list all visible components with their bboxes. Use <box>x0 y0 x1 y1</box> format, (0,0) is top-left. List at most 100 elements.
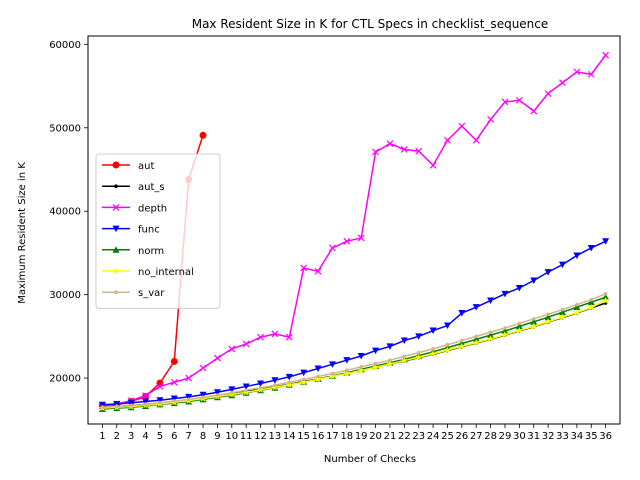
point-func-33 <box>558 261 566 269</box>
y-axis: 20000 30000 40000 50000 60000 <box>49 40 88 385</box>
point-s_var-3 <box>129 403 133 408</box>
point-depth-4 <box>142 392 149 400</box>
point-depth-10 <box>228 345 236 353</box>
point-func-23 <box>415 333 423 340</box>
legend-box <box>95 153 221 309</box>
x-tick-label: 21 <box>384 431 397 442</box>
x-tick-label: 2 <box>114 431 120 442</box>
point-s_var-31 <box>531 317 536 321</box>
point-depth-30 <box>515 96 523 104</box>
point-norm-29 <box>501 327 509 334</box>
x-tick-label: 29 <box>499 431 512 442</box>
point-func-16 <box>314 365 322 373</box>
x-tick-label: 18 <box>340 431 353 442</box>
y-axis-label: Maximum Resident Size in K <box>17 162 28 304</box>
x-tick-label: 23 <box>412 431 425 442</box>
chart-title: Max Resident Size in K for CTL Specs in … <box>192 17 549 31</box>
x-tick-label: 27 <box>470 431 483 442</box>
point-s_var-21 <box>388 358 392 362</box>
x-tick-label: 22 <box>398 431 411 442</box>
x-tick-label: 33 <box>556 431 569 442</box>
point-depth-35 <box>587 70 595 78</box>
point-s_var-4 <box>143 402 148 407</box>
point-func-15 <box>300 369 308 377</box>
point-s_var-10 <box>229 390 234 395</box>
point-func-10 <box>228 386 236 393</box>
point-norm-30 <box>515 322 523 330</box>
point-func-31 <box>530 277 538 284</box>
point-depth-24 <box>429 161 437 169</box>
x-axis-label: Number of Checks <box>324 454 416 465</box>
x-tick-label: 7 <box>185 431 191 442</box>
point-s_var-2 <box>114 404 119 409</box>
point-s_var-36 <box>603 292 608 296</box>
point-s_var-9 <box>215 393 220 398</box>
legend-item-no_internal: no_internal <box>102 267 194 278</box>
point-depth-33 <box>559 79 566 87</box>
point-s_var-17 <box>330 371 335 376</box>
legend-marker <box>114 184 118 188</box>
x-tick-label: 8 <box>200 431 206 442</box>
series-layer <box>98 51 610 412</box>
point-no_internal-31 <box>530 322 538 330</box>
point-norm-35 <box>587 298 595 306</box>
point-s_var-16 <box>316 374 320 379</box>
point-depth-19 <box>357 234 365 242</box>
point-func-29 <box>501 290 509 298</box>
x-tick-label: 5 <box>157 431 163 442</box>
x-tick-label: 17 <box>326 431 339 442</box>
line-norm <box>102 296 606 410</box>
legend-label: norm <box>138 246 164 257</box>
point-s_var-5 <box>158 400 162 405</box>
point-func-17 <box>328 361 336 368</box>
point-depth-34 <box>573 68 581 76</box>
point-no_internal-21 <box>386 360 394 367</box>
point-func-25 <box>443 322 451 330</box>
point-func-24 <box>429 327 437 335</box>
point-func-11 <box>242 383 250 390</box>
point-func-12 <box>257 380 265 388</box>
point-norm-27 <box>472 335 480 343</box>
x-tick-label: 6 <box>171 431 177 442</box>
point-no_internal-26 <box>458 342 466 350</box>
x-tick-label: 3 <box>128 431 134 442</box>
point-no_internal-24 <box>429 350 437 357</box>
point-func-13 <box>271 377 279 384</box>
point-s_var-23 <box>416 350 421 355</box>
legend-item-norm: norm <box>102 246 164 257</box>
x-tick-label: 16 <box>312 431 325 442</box>
legend-item-aut: aut <box>102 161 154 172</box>
point-s_var-24 <box>431 347 435 351</box>
point-s_var-34 <box>575 302 579 307</box>
point-s_var-32 <box>546 312 550 317</box>
point-no_internal-20 <box>372 363 379 371</box>
point-no_internal-16 <box>314 375 322 383</box>
point-no_internal-29 <box>501 331 509 338</box>
x-tick-label: 19 <box>355 431 368 442</box>
x-tick-label: 1 <box>99 431 105 442</box>
point-s_var-19 <box>359 365 363 369</box>
point-aut-8 <box>199 131 207 139</box>
y-tick-label: 60000 <box>49 40 81 51</box>
point-func-21 <box>386 343 394 350</box>
x-tick-label: 32 <box>542 431 555 442</box>
point-s_var-28 <box>488 330 493 335</box>
point-norm-33 <box>558 308 566 316</box>
point-s_var-29 <box>503 326 507 330</box>
point-s_var-15 <box>301 377 306 382</box>
x-tick-label: 24 <box>427 431 440 442</box>
x-tick-label: 30 <box>513 431 526 442</box>
point-no_internal-18 <box>343 369 351 377</box>
x-tick-label: 36 <box>599 431 612 442</box>
point-func-9 <box>213 389 221 396</box>
point-func-20 <box>372 347 380 355</box>
point-s_var-11 <box>244 388 248 393</box>
point-no_internal-22 <box>400 356 408 364</box>
point-func-36 <box>602 238 610 245</box>
legend-marker <box>112 246 120 253</box>
point-no_internal-25 <box>444 346 451 354</box>
point-func-35 <box>587 244 595 252</box>
point-depth-21 <box>386 140 394 148</box>
point-depth-8 <box>199 364 207 372</box>
